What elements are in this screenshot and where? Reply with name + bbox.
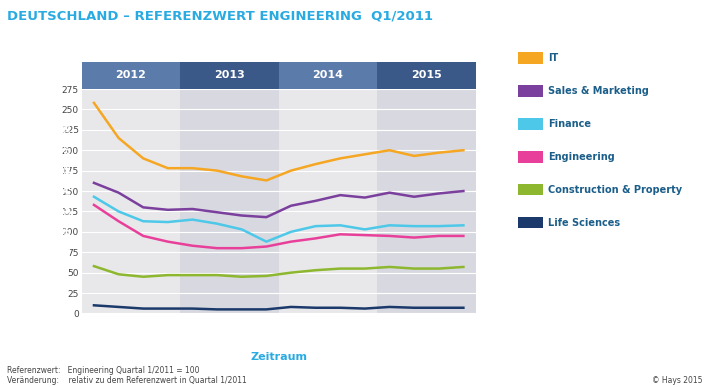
Text: © Hays 2015: © Hays 2015	[652, 376, 703, 385]
Text: Q3: Q3	[235, 322, 248, 330]
Text: Q2: Q2	[309, 322, 322, 330]
Bar	[82, 89, 180, 313]
Bar	[180, 62, 279, 89]
Bar	[180, 89, 279, 313]
Text: Q4: Q4	[457, 322, 470, 330]
Text: Construction & Property: Construction & Property	[548, 185, 682, 195]
Text: Sales & Marketing: Sales & Marketing	[548, 86, 649, 96]
Text: Q3: Q3	[137, 322, 150, 330]
Text: Q1: Q1	[186, 322, 199, 330]
Bar	[279, 89, 377, 313]
Text: Q2: Q2	[112, 322, 125, 330]
Text: Q4: Q4	[161, 322, 174, 330]
Bar	[377, 89, 476, 313]
Text: Q4: Q4	[260, 322, 273, 330]
Text: 2015: 2015	[411, 70, 442, 80]
Text: Finance: Finance	[548, 119, 591, 129]
Text: IT: IT	[548, 53, 558, 63]
Text: Zeitraum: Zeitraum	[250, 352, 307, 362]
Text: 2012: 2012	[116, 70, 146, 80]
Text: Q2: Q2	[211, 322, 224, 330]
Text: Q1: Q1	[383, 322, 396, 330]
Text: Q1: Q1	[285, 322, 297, 330]
Text: Q2: Q2	[408, 322, 420, 330]
Text: Q3: Q3	[334, 322, 346, 330]
Text: Life Sciences: Life Sciences	[548, 217, 621, 228]
Text: 2013: 2013	[214, 70, 245, 80]
Text: Q3: Q3	[432, 322, 445, 330]
Text: Q1: Q1	[87, 322, 100, 330]
Text: 2014: 2014	[312, 70, 344, 80]
Text: Nachfrage an Fachkräften: Nachfrage an Fachkräften	[63, 116, 73, 259]
Text: DEUTSCHLAND – REFERENZWERT ENGINEERING  Q1/2011: DEUTSCHLAND – REFERENZWERT ENGINEERING Q…	[7, 10, 433, 23]
Text: Referenzwert:   Engineering Quartal 1/2011 = 100
Veränderung:    relativ zu dem : Referenzwert: Engineering Quartal 1/2011…	[7, 366, 247, 385]
Text: Q4: Q4	[359, 322, 371, 330]
Bar	[377, 62, 476, 89]
Bar	[82, 62, 180, 89]
Bar	[279, 62, 377, 89]
Text: Engineering: Engineering	[548, 152, 615, 162]
